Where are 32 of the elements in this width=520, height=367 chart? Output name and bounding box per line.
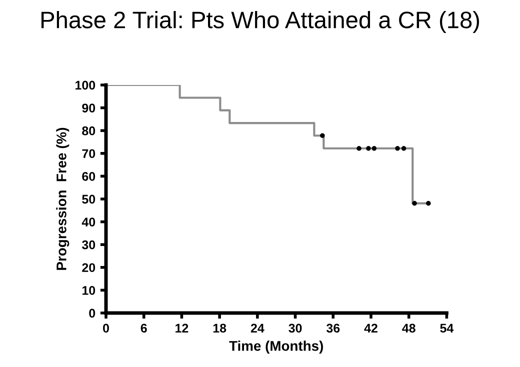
- x-tick-label: 12: [176, 324, 188, 332]
- point: [401, 146, 406, 151]
- y-tick-label: 40: [82, 218, 96, 226]
- y-tick-label: 60: [82, 172, 96, 181]
- point: [356, 146, 362, 151]
- chart-title: Phase 2 Trial: Pts Who Attained a CR (18): [41, 11, 480, 34]
- x-tick-label: 18: [213, 324, 226, 333]
- x-tick-label: 42: [364, 324, 378, 332]
- point: [395, 146, 400, 151]
- y-tick-label: 0: [89, 308, 96, 318]
- y-tick-label: 30: [82, 240, 96, 250]
- x-tick-label: 6: [140, 324, 147, 333]
- point: [366, 146, 371, 151]
- x-axis-title: Time (Months): [229, 340, 323, 354]
- y-tick-label: 70: [82, 149, 96, 158]
- point: [320, 133, 325, 138]
- point: [372, 146, 377, 151]
- x-tick-label: 54: [440, 324, 454, 333]
- point: [426, 200, 431, 206]
- x-tick-label: 48: [402, 324, 416, 333]
- y-tick-label: 10: [82, 286, 96, 295]
- y-tick-label: 100: [76, 80, 96, 90]
- x-tick-label: 30: [288, 324, 302, 333]
- y-tick-label: 20: [82, 263, 96, 272]
- y-axis-title: Progression Free (%): [56, 128, 70, 270]
- point: [412, 200, 417, 206]
- y-tick-label: 90: [82, 104, 96, 112]
- x-tick-label: 0: [103, 324, 109, 333]
- y-tick-label: 50: [82, 194, 96, 204]
- x-tick-label: 24: [250, 324, 264, 332]
- y-tick-label: 80: [82, 126, 96, 136]
- x-tick-label: 36: [326, 324, 340, 333]
